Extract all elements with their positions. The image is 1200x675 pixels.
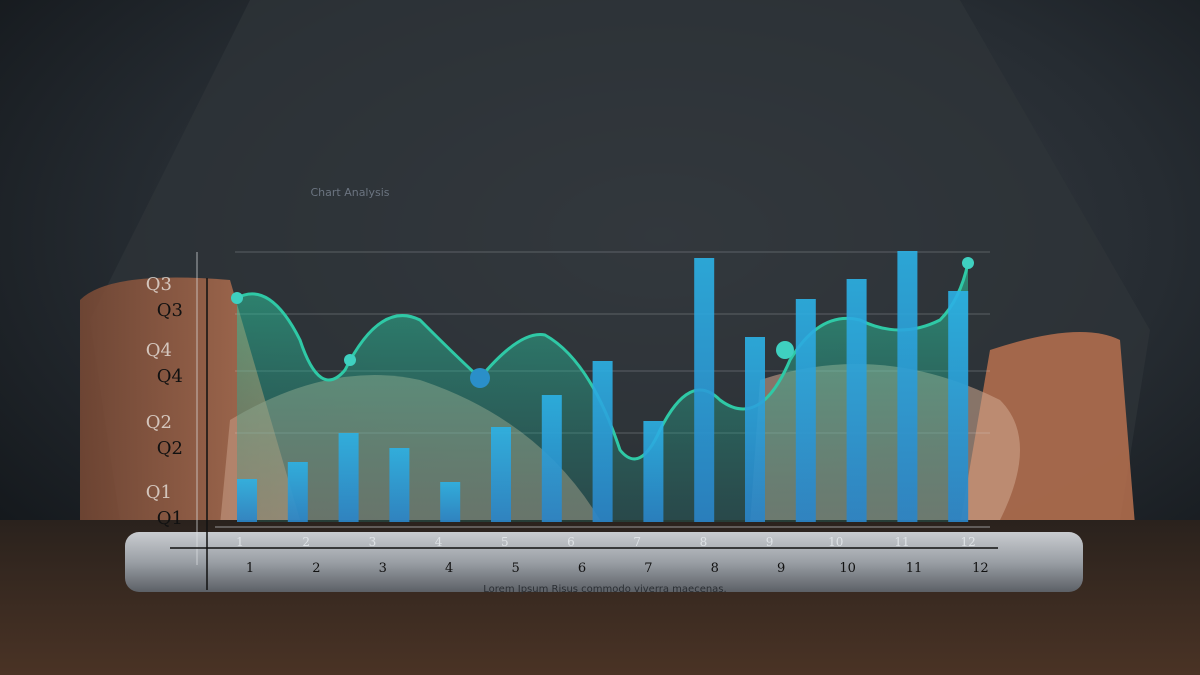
- front-x-label: 2: [312, 561, 320, 576]
- bar: [389, 448, 410, 522]
- front-x-label: 3: [379, 561, 387, 576]
- chart-title: Chart Analysis: [310, 186, 389, 199]
- bar: [592, 361, 613, 522]
- area-shape: [237, 263, 968, 522]
- back-x-label: 6: [567, 535, 575, 549]
- front-y-label: Q2: [157, 438, 183, 459]
- bar: [287, 462, 308, 522]
- bar: [745, 337, 765, 522]
- back-x-label: 3: [369, 535, 377, 549]
- bar: [795, 299, 816, 522]
- bar: [491, 427, 511, 522]
- front-x-label: 5: [511, 561, 519, 576]
- front-y-label: Q1: [157, 508, 183, 529]
- front-x-label: 4: [445, 561, 453, 576]
- back-y-label: Q1: [146, 482, 172, 503]
- bar: [948, 291, 969, 522]
- front-x-label: 9: [777, 561, 785, 576]
- keyboard: [125, 532, 1083, 592]
- back-x-label: 5: [501, 535, 509, 549]
- back-y-label: Q4: [146, 340, 172, 361]
- caption: Lorem Ipsum Risus commodo viverra maecen…: [483, 584, 726, 595]
- back-x-label: 11: [894, 535, 909, 549]
- bar: [846, 279, 867, 522]
- bar: [694, 258, 715, 522]
- front-x-label: 6: [578, 561, 586, 576]
- back-x-label: 10: [828, 535, 843, 549]
- front-y-label: Q4: [157, 366, 183, 387]
- back-x-label: 12: [961, 535, 976, 549]
- back-x-label: 8: [700, 535, 708, 549]
- front-x-label: 7: [644, 561, 652, 576]
- bar: [440, 482, 461, 522]
- bar: [237, 479, 257, 522]
- bar: [643, 421, 664, 522]
- bars: [237, 251, 969, 522]
- wave-dots: [231, 257, 974, 388]
- front-x-label: 11: [906, 561, 923, 576]
- back-y-label: Q2: [146, 412, 172, 433]
- bar: [897, 251, 918, 522]
- front-x-label: 8: [711, 561, 719, 576]
- back-x-label: 4: [435, 535, 443, 549]
- front-x-label: 1: [246, 561, 254, 576]
- labels: Q3Q3Q4Q4Q2Q2Q1Q1112233445566778899101011…: [146, 274, 989, 576]
- front-x-label: 12: [972, 561, 989, 576]
- front-x-label: 10: [839, 561, 856, 576]
- bar: [541, 395, 562, 522]
- back-x-label: 9: [766, 535, 774, 549]
- back-y-label: Q3: [146, 274, 172, 295]
- back-x-label: 7: [633, 535, 641, 549]
- bar: [338, 433, 359, 522]
- front-y-label: Q3: [157, 300, 183, 321]
- back-x-label: 1: [236, 535, 244, 549]
- back-x-label: 2: [302, 535, 310, 549]
